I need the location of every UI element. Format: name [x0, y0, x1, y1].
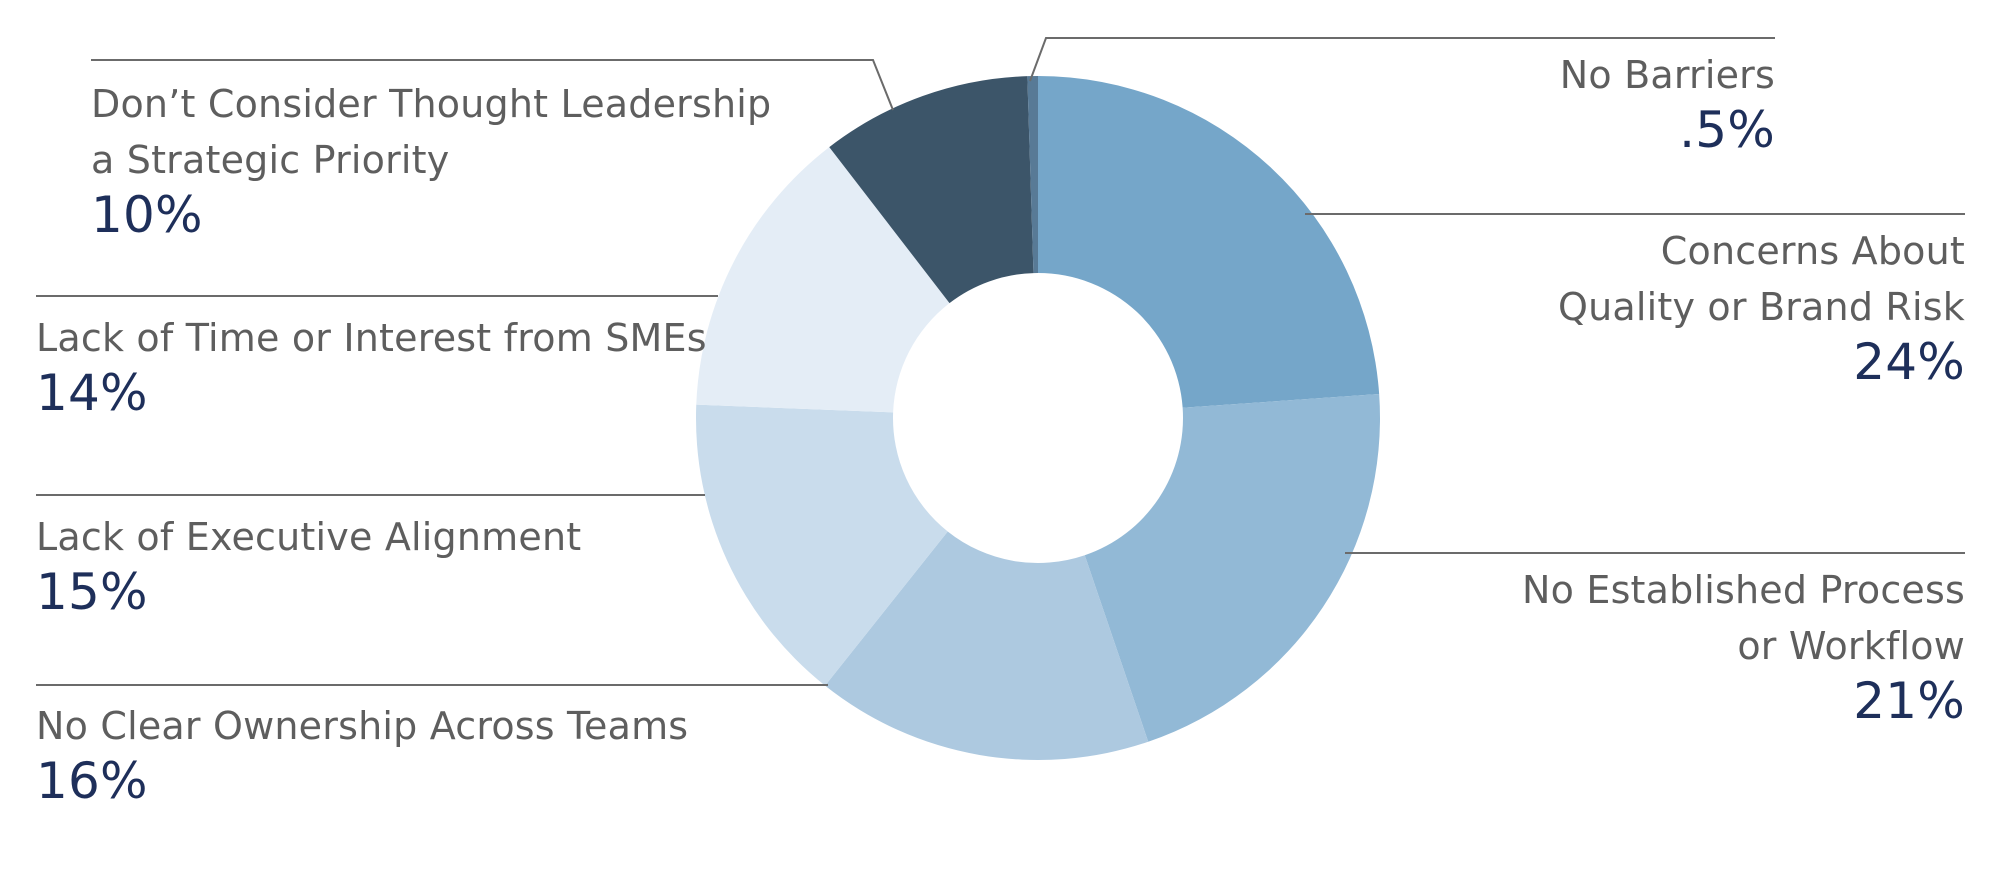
- data-label: 15%: [36, 563, 148, 621]
- data-label: 14%: [36, 364, 148, 422]
- data-label: .5%: [1679, 101, 1775, 159]
- label-lack-of-time: Lack of Time or Interest from SMEs 14%: [36, 310, 707, 420]
- data-label: 21%: [1853, 672, 1965, 730]
- donut-slice-1: [1084, 393, 1380, 742]
- donut-slice-4: [696, 147, 950, 413]
- label-name: No Clear Ownership Across Teams: [36, 704, 689, 748]
- leader-line-no-barriers: [1029, 37, 1775, 82]
- donut-slice-0: [1038, 76, 1380, 408]
- label-name: Don’t Consider Thought Leadership a Stra…: [91, 82, 772, 182]
- label-name: Lack of Executive Alignment: [36, 515, 582, 559]
- label-name: No Established Process or Workflow: [1522, 568, 1965, 668]
- donut-slice-5: [829, 76, 1034, 304]
- label-no-barriers: No Barriers .5%: [1560, 47, 1775, 157]
- donut-slice-6: [1027, 76, 1038, 274]
- data-label: 16%: [36, 752, 148, 810]
- donut-slice-2: [825, 531, 1149, 760]
- donut-slices: [696, 76, 1380, 760]
- label-name: No Barriers: [1559, 53, 1775, 97]
- label-no-established-process: No Established Process or Workflow 21%: [1522, 562, 1965, 728]
- label-thought-leadership: Don’t Consider Thought Leadership a Stra…: [91, 76, 771, 242]
- label-concerns-about-quality: Concerns About Quality or Brand Risk 24%: [1558, 223, 1965, 389]
- leader-lines: [36, 37, 1965, 686]
- donut-slice-3: [696, 404, 948, 686]
- label-no-clear-ownership: No Clear Ownership Across Teams 16%: [36, 698, 688, 808]
- label-name: Lack of Time or Interest from SMEs: [36, 316, 707, 360]
- data-label: 24%: [1853, 333, 1965, 391]
- data-label: 10%: [91, 186, 203, 244]
- label-lack-of-executive-alignment: Lack of Executive Alignment 15%: [36, 509, 581, 619]
- label-name: Concerns About Quality or Brand Risk: [1557, 229, 1965, 329]
- leader-line-thought-leadership: [91, 59, 894, 111]
